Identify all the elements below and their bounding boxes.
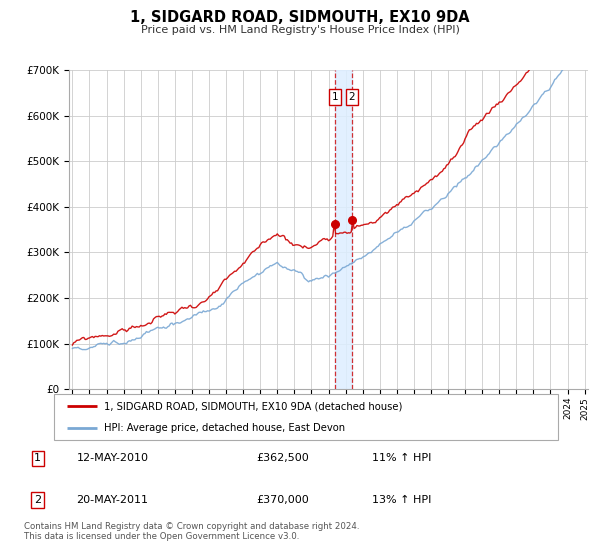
Bar (335, 70, 352, 389)
Text: 1: 1 (332, 92, 338, 102)
Text: 1, SIDGARD ROAD, SIDMOUTH, EX10 9DA (detached house): 1, SIDGARD ROAD, SIDMOUTH, EX10 9DA (det… (104, 401, 403, 411)
Text: Contains HM Land Registry data © Crown copyright and database right 2024.
This d: Contains HM Land Registry data © Crown c… (24, 522, 359, 542)
Text: £370,000: £370,000 (256, 495, 308, 505)
Text: 13% ↑ HPI: 13% ↑ HPI (372, 495, 431, 505)
Text: Price paid vs. HM Land Registry's House Price Index (HPI): Price paid vs. HM Land Registry's House … (140, 25, 460, 35)
Text: 1: 1 (34, 453, 41, 463)
Text: HPI: Average price, detached house, East Devon: HPI: Average price, detached house, East… (104, 423, 346, 433)
Text: 11% ↑ HPI: 11% ↑ HPI (372, 453, 431, 463)
Text: 12-MAY-2010: 12-MAY-2010 (76, 453, 148, 463)
Text: 1, SIDGARD ROAD, SIDMOUTH, EX10 9DA: 1, SIDGARD ROAD, SIDMOUTH, EX10 9DA (130, 10, 470, 25)
FancyBboxPatch shape (54, 394, 558, 440)
Text: £362,500: £362,500 (256, 453, 308, 463)
Text: 2: 2 (349, 92, 355, 102)
Text: 20-MAY-2011: 20-MAY-2011 (76, 495, 148, 505)
Text: 2: 2 (34, 495, 41, 505)
